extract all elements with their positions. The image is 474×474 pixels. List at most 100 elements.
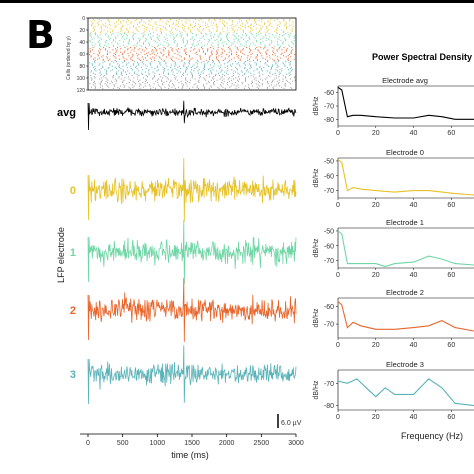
spike-mark	[259, 29, 261, 31]
spike-mark	[132, 54, 134, 56]
spike-mark	[97, 41, 99, 43]
spike-mark	[234, 82, 236, 84]
spike-mark	[200, 37, 202, 39]
spike-mark	[193, 40, 194, 42]
spike-mark	[279, 72, 281, 74]
spike-mark	[218, 65, 220, 67]
spike-mark	[153, 75, 155, 77]
spike-mark	[215, 24, 217, 26]
spike-mark	[288, 36, 290, 38]
spike-mark	[179, 68, 181, 70]
spike-mark	[179, 19, 181, 21]
spike-mark	[275, 35, 277, 37]
spike-mark	[98, 50, 99, 52]
spike-mark	[256, 33, 257, 35]
spike-mark	[180, 35, 182, 37]
spike-mark	[278, 59, 279, 61]
spike-mark	[154, 22, 156, 24]
spike-mark	[138, 54, 140, 56]
spike-mark	[247, 69, 248, 71]
spike-mark	[126, 28, 127, 30]
spike-mark	[182, 85, 184, 87]
spike-mark	[202, 21, 204, 23]
spike-mark	[277, 65, 279, 67]
spike-mark	[140, 59, 141, 61]
spike-mark	[134, 61, 136, 63]
spike-mark	[291, 80, 293, 82]
spike-mark	[292, 26, 294, 28]
spike-mark	[145, 68, 147, 70]
spike-mark	[207, 50, 208, 52]
spike-mark	[249, 31, 251, 33]
spike-mark	[226, 70, 228, 72]
spike-mark	[278, 36, 280, 38]
psd-xtick-label: 40	[410, 272, 418, 279]
spike-mark	[231, 52, 233, 54]
spike-mark	[90, 77, 92, 79]
spike-mark	[168, 55, 170, 57]
spike-mark	[166, 20, 168, 22]
spike-mark	[198, 49, 200, 51]
spike-mark	[204, 78, 206, 80]
spike-mark	[133, 24, 135, 26]
spike-mark	[210, 35, 212, 37]
spike-mark	[274, 78, 276, 80]
spike-mark	[209, 56, 211, 58]
spike-mark	[233, 57, 235, 59]
spike-mark	[221, 76, 223, 78]
spike-mark	[249, 68, 251, 70]
spike-mark	[126, 66, 128, 68]
spike-mark	[221, 79, 223, 81]
spike-mark	[142, 56, 144, 58]
spike-mark	[148, 23, 149, 25]
spike-mark	[228, 77, 230, 79]
spike-mark	[252, 59, 254, 61]
spike-mark	[102, 58, 104, 60]
spike-mark	[175, 62, 176, 64]
spike-mark	[249, 61, 251, 63]
spike-mark	[182, 73, 184, 75]
spike-mark	[266, 56, 268, 58]
spike-mark	[229, 49, 231, 51]
spike-mark	[242, 49, 243, 51]
spike-mark	[167, 45, 169, 47]
spike-mark	[271, 68, 272, 70]
spike-mark	[178, 51, 180, 53]
raster-ytick-label: 0	[82, 16, 85, 22]
spike-mark	[115, 79, 117, 81]
spike-mark	[190, 47, 192, 49]
spike-mark	[159, 24, 161, 26]
spike-mark	[255, 21, 257, 23]
spike-mark	[104, 41, 106, 43]
spike-mark	[264, 23, 265, 25]
spike-mark	[91, 79, 93, 81]
spike-mark	[214, 63, 215, 65]
spike-mark	[130, 21, 132, 23]
spike-mark	[127, 70, 129, 72]
spike-mark	[121, 75, 123, 77]
spike-mark	[276, 66, 278, 68]
spike-mark	[238, 57, 240, 59]
spike-mark	[257, 80, 259, 82]
spike-mark	[220, 54, 222, 56]
spike-mark	[108, 23, 110, 25]
spike-mark	[105, 22, 107, 24]
spike-mark	[223, 23, 225, 25]
spike-mark	[123, 41, 125, 43]
spike-mark	[113, 75, 114, 77]
spike-mark	[173, 84, 175, 86]
psd-panel-title: Electrode 1	[386, 218, 424, 227]
spike-mark	[233, 41, 235, 43]
spike-mark	[165, 34, 167, 36]
spike-mark	[183, 65, 185, 67]
spike-mark	[185, 69, 187, 71]
psd-panels: Electrode avg-60-70-800 20 40 60dB/HzElectr…	[313, 76, 474, 421]
spike-mark	[139, 79, 141, 81]
spike-mark	[198, 69, 200, 71]
spike-mark	[286, 66, 288, 68]
psd-xtick-label: 0	[336, 414, 340, 421]
spike-mark	[259, 30, 260, 32]
spike-mark	[245, 80, 246, 82]
spike-mark	[124, 77, 126, 79]
spike-mark	[154, 68, 156, 70]
